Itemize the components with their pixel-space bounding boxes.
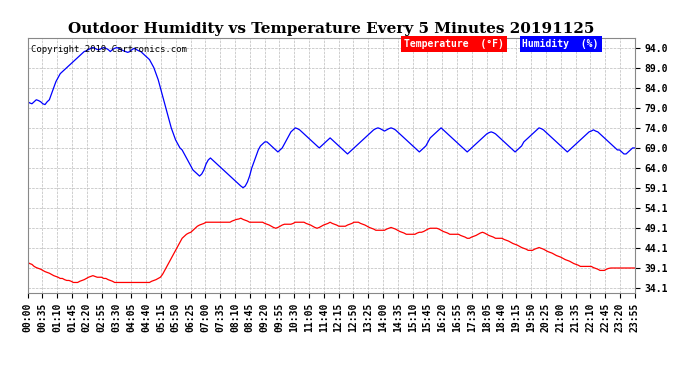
Text: Temperature  (°F): Temperature (°F) — [404, 39, 504, 49]
Text: Copyright 2019 Cartronics.com: Copyright 2019 Cartronics.com — [30, 45, 186, 54]
Text: Humidity  (%): Humidity (%) — [522, 39, 599, 49]
Title: Outdoor Humidity vs Temperature Every 5 Minutes 20191125: Outdoor Humidity vs Temperature Every 5 … — [68, 22, 594, 36]
